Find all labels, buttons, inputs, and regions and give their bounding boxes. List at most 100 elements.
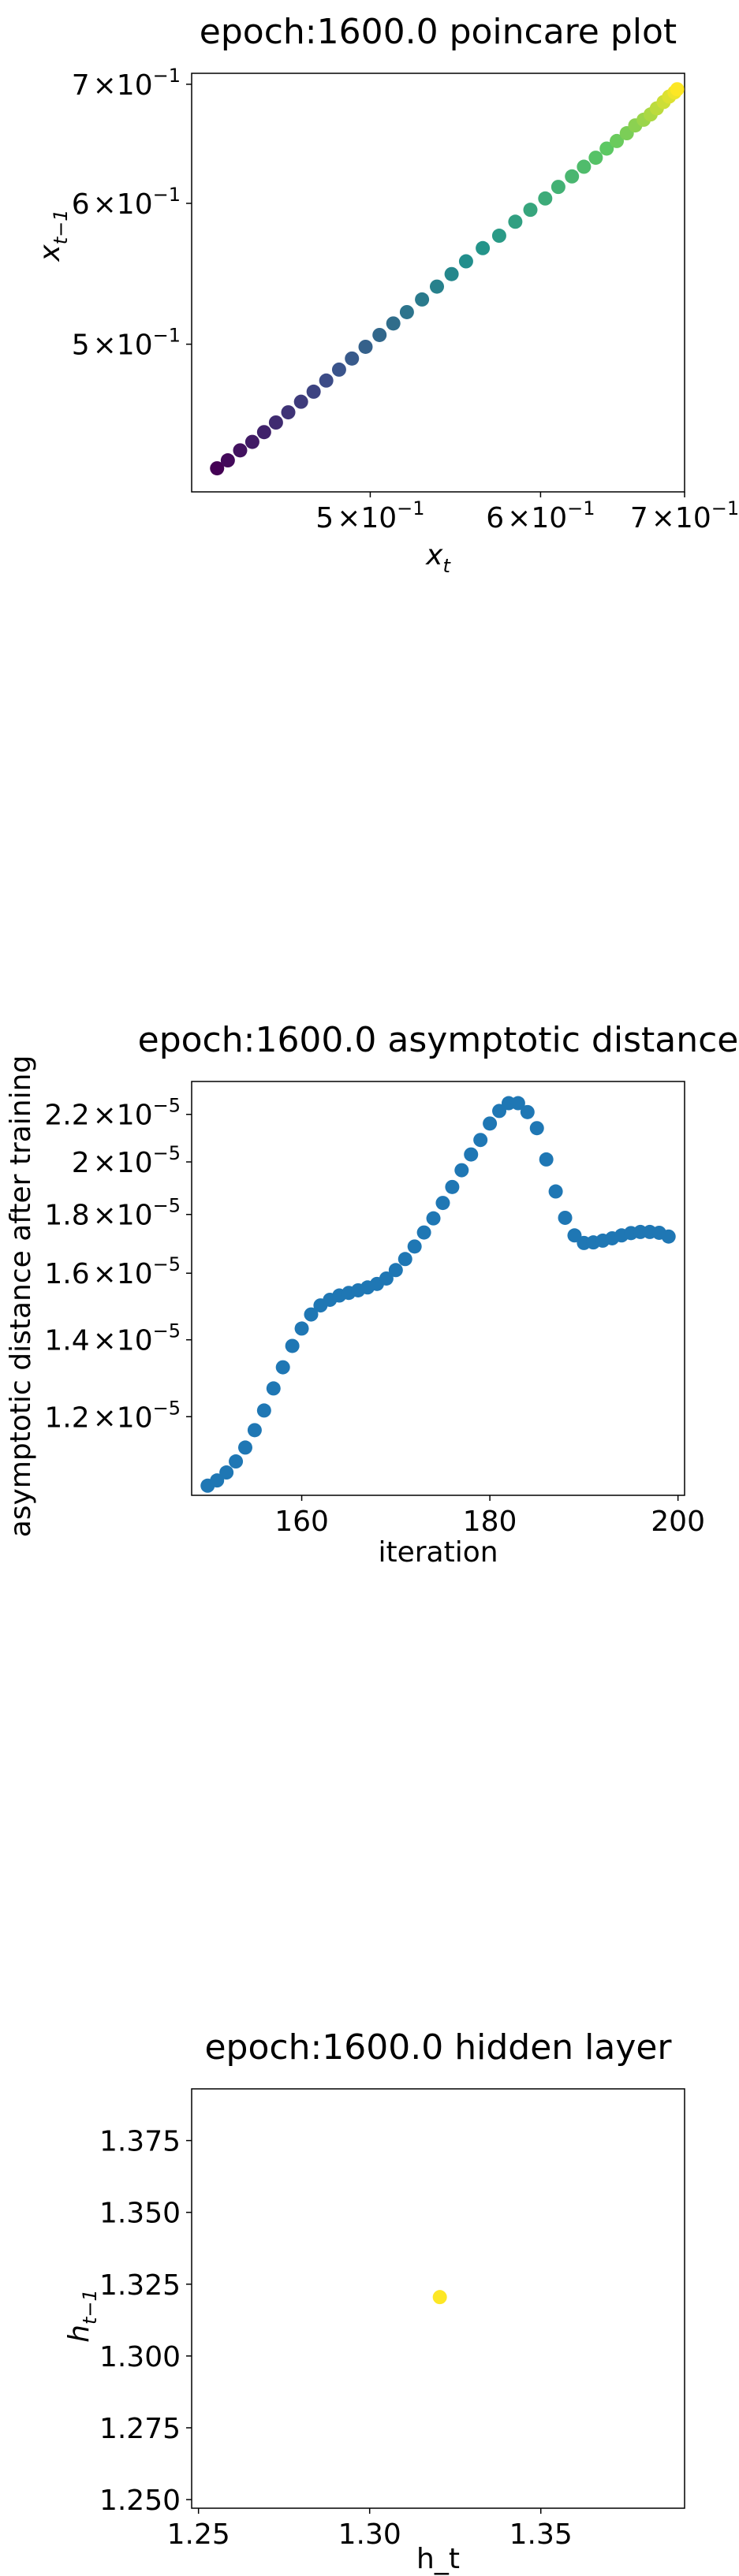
plot-frame [191, 1081, 685, 1496]
data-point [577, 159, 592, 174]
y-tick-label: 1.275 [99, 2413, 181, 2445]
data-point [538, 191, 553, 206]
x-tick-label: 1.35 [509, 2518, 573, 2551]
data-point [399, 304, 414, 319]
data-point [520, 1104, 535, 1119]
data-point [432, 2290, 447, 2305]
y-tick-label: 5 ×10−1 [72, 325, 181, 362]
data-point [491, 229, 506, 244]
x-tick-label: 160 [274, 1506, 329, 1538]
x-tick-label: 1.25 [167, 2518, 230, 2551]
data-point [294, 1321, 309, 1336]
y-axis-label: ht−1 [63, 2289, 101, 2343]
data-point [293, 394, 308, 409]
plot-frame [191, 2088, 685, 2509]
data-point [331, 362, 346, 377]
data-point [454, 1163, 469, 1178]
data-point [219, 1465, 234, 1480]
x-axis-label: iteration [378, 1536, 498, 1569]
x-tick-label: 1.30 [338, 2518, 401, 2551]
data-point [237, 1440, 252, 1455]
data-point [473, 1133, 488, 1148]
chart-title: epoch:1600.0 hidden layer [204, 2027, 672, 2068]
data-point [306, 384, 321, 399]
data-point [256, 425, 271, 440]
data-point [551, 180, 565, 195]
data-point [397, 1252, 412, 1267]
y-axis-label: asymptotic distance after training [5, 1055, 37, 1538]
y-tick-label: 1.250 [99, 2485, 181, 2517]
data-point [416, 1225, 431, 1240]
data-point [599, 141, 614, 156]
data-point [268, 415, 283, 430]
y-tick-label: 1.8 ×10−5 [44, 1195, 181, 1232]
data-point [444, 266, 459, 281]
data-point [358, 339, 373, 354]
x-axis-label: h_t [416, 2543, 460, 2575]
y-tick-label: 7 ×10−1 [72, 65, 181, 102]
data-point [435, 1196, 450, 1211]
y-tick-label: 6 ×10−1 [72, 184, 181, 221]
data-point [567, 1228, 582, 1243]
chart-title: epoch:1600.0 poincare plot [200, 12, 677, 52]
x-tick-label: 6 ×10−1 [486, 497, 595, 534]
data-point [529, 1121, 544, 1136]
y-tick-label: 1.300 [99, 2341, 181, 2373]
data-point [281, 405, 296, 420]
data-point [510, 1096, 525, 1111]
y-tick-label: 1.350 [99, 2198, 181, 2230]
x-tick-label: 180 [463, 1506, 517, 1538]
data-point [415, 292, 430, 307]
data-point [445, 1179, 460, 1194]
data-point [256, 1403, 271, 1418]
data-point [476, 240, 491, 255]
data-point [386, 316, 401, 331]
data-point [210, 461, 225, 476]
chart-title: epoch:1600.0 asymptotic distance [138, 1020, 739, 1060]
data-point [661, 1229, 676, 1244]
data-point [483, 1116, 498, 1131]
data-point [558, 1210, 573, 1225]
data-point [523, 203, 538, 218]
data-point [458, 254, 473, 269]
data-point [464, 1147, 479, 1162]
data-point [426, 1211, 441, 1226]
data-point [210, 1473, 225, 1488]
x-axis-label: xt [425, 539, 451, 577]
y-tick-label: 1.375 [99, 2126, 181, 2158]
data-point [610, 133, 625, 148]
chart-2: epoch:1600.0 asymptotic distance 160 180 20… [5, 1020, 738, 1569]
data-point [345, 351, 360, 366]
y-axis-label: xt−1 [34, 209, 72, 262]
data-point [670, 82, 685, 97]
data-point [388, 1263, 403, 1278]
y-tick-label: 1.4 ×10−5 [44, 1320, 181, 1357]
y-tick-label: 2 ×10−5 [72, 1142, 181, 1179]
plot-frame [191, 73, 685, 493]
data-point [319, 373, 334, 388]
data-point [539, 1152, 554, 1167]
y-tick-label: 1.325 [99, 2269, 181, 2302]
data-point [379, 1271, 394, 1286]
x-tick-label: 200 [651, 1506, 705, 1538]
data-point [372, 327, 387, 342]
y-tick-label: 1.2 ×10−5 [44, 1397, 181, 1434]
data-point [565, 169, 580, 184]
data-point [229, 1454, 244, 1469]
x-tick-label: 7 ×10−1 [630, 497, 739, 534]
data-point [220, 453, 235, 468]
data-point [508, 214, 523, 229]
data-point [233, 443, 248, 458]
y-tick-label: 1.6 ×10−5 [44, 1253, 181, 1290]
data-point [244, 434, 259, 449]
data-point [247, 1423, 262, 1438]
data-point [588, 151, 603, 166]
data-point [548, 1184, 563, 1199]
data-point [304, 1307, 319, 1322]
data-point [285, 1338, 300, 1353]
data-point [430, 279, 445, 294]
data-point [407, 1239, 422, 1254]
chart-3: epoch:1600.0 hidden layer 1.25 1.30 1.35 1.2… [63, 2027, 685, 2575]
data-point [275, 1360, 290, 1375]
